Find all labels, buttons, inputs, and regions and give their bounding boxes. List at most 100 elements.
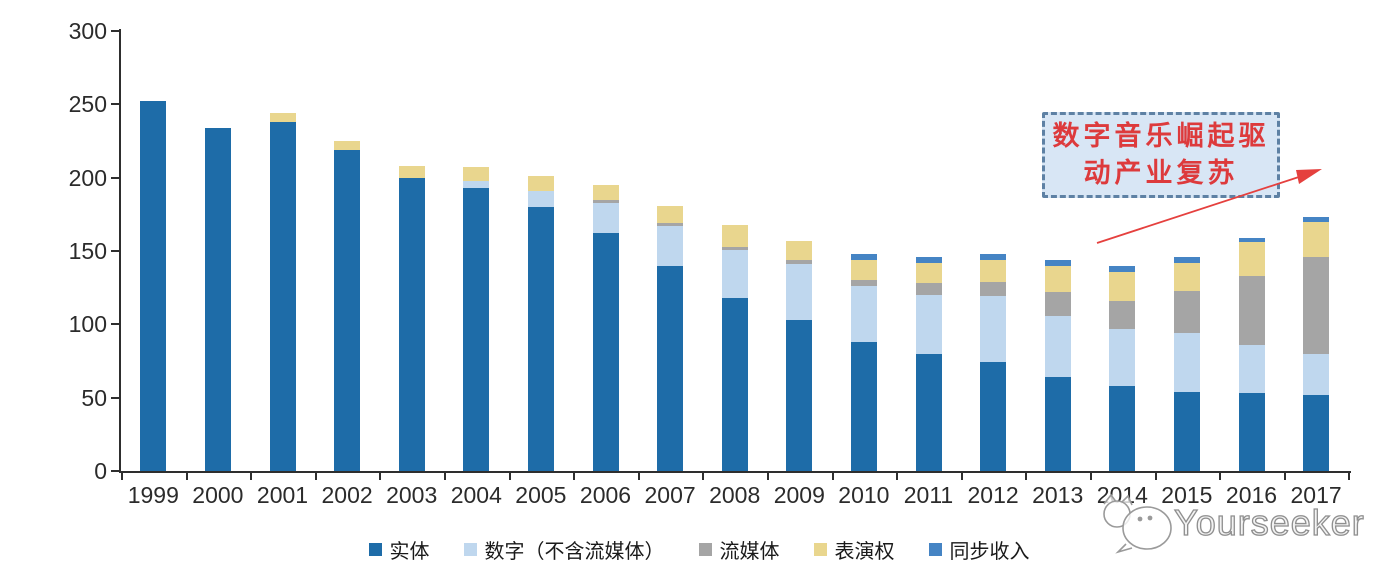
bar-segment-2003-表演权 xyxy=(398,165,425,178)
arrow-head-icon xyxy=(1296,169,1322,184)
annotation-box: 数字音乐崛起驱 动产业复苏 xyxy=(1042,112,1280,198)
x-tick-mark xyxy=(1025,473,1028,480)
x-tick-mark xyxy=(379,473,382,480)
bar-segment-2007-表演权 xyxy=(657,205,684,224)
x-tick-mark xyxy=(1283,473,1286,480)
legend-swatch-icon xyxy=(368,543,382,556)
bar-segment-2008-实体 xyxy=(721,297,748,471)
bar-segment-2014-实体 xyxy=(1109,385,1136,471)
x-tick-mark xyxy=(185,473,188,480)
bar-segment-2017-流媒体 xyxy=(1303,256,1330,354)
bar-segment-2001-实体 xyxy=(269,121,296,471)
bar-segment-2011-数字（不含流媒体） xyxy=(915,295,942,354)
bar-segment-2013-表演权 xyxy=(1044,265,1071,293)
x-axis-label-2009: 2009 xyxy=(773,482,825,508)
bar-segment-2010-实体 xyxy=(850,341,877,471)
x-axis-label-2001: 2001 xyxy=(256,482,309,508)
y-axis-tick-label: 50 xyxy=(81,384,107,411)
legend-label: 表演权 xyxy=(834,541,895,563)
x-tick-mark xyxy=(121,473,123,480)
x-axis-label-1999: 1999 xyxy=(127,482,179,508)
bar-segment-2000-实体 xyxy=(204,127,231,471)
bar-segment-2015-同步收入 xyxy=(1173,256,1200,263)
legend-swatch-icon xyxy=(463,543,477,556)
bar-segment-2005-表演权 xyxy=(527,176,554,191)
x-axis-label-2015: 2015 xyxy=(1161,482,1213,508)
bar-segment-2006-流媒体 xyxy=(592,199,619,203)
bar-segment-2016-数字（不含流媒体） xyxy=(1238,344,1265,394)
bar-segment-2008-表演权 xyxy=(721,224,748,247)
x-axis-line xyxy=(119,471,1352,473)
bar-segment-2011-实体 xyxy=(915,353,942,471)
bar-segment-2009-数字（不含流媒体） xyxy=(786,264,813,320)
bar-segment-2006-实体 xyxy=(592,233,619,471)
y-axis-tick-label: 300 xyxy=(68,18,107,44)
bar-segment-2013-实体 xyxy=(1044,377,1071,471)
bar-segment-2012-实体 xyxy=(980,362,1007,471)
y-axis-tick-label: 0 xyxy=(94,458,107,484)
x-axis-label-2003: 2003 xyxy=(386,482,438,508)
y-axis-tick-label: 200 xyxy=(68,164,107,191)
bar-segment-2009-流媒体 xyxy=(786,259,813,265)
bar-segment-1999-实体 xyxy=(140,101,167,471)
cat-face-logo-icon xyxy=(1103,493,1172,554)
legend-label: 数字（不含流媒体） xyxy=(484,541,665,563)
bar-segment-2016-表演权 xyxy=(1238,242,1265,276)
bar-segment-2016-流媒体 xyxy=(1238,275,1265,345)
bar-segment-2016-同步收入 xyxy=(1238,237,1265,243)
bar-segment-2005-数字（不含流媒体） xyxy=(527,190,554,207)
bar-segment-2017-数字（不含流媒体） xyxy=(1303,353,1330,395)
x-tick-mark xyxy=(508,473,511,480)
legend-label: 实体 xyxy=(389,541,430,563)
x-axis-label-2005: 2005 xyxy=(515,482,567,508)
annotation-line-2: 动产业复苏 xyxy=(1083,158,1239,188)
x-axis-label-2016: 2016 xyxy=(1225,482,1278,508)
y-tick-mark xyxy=(111,30,119,32)
legend-label: 同步收入 xyxy=(949,541,1030,563)
y-tick-mark xyxy=(111,103,119,106)
bar-segment-2015-流媒体 xyxy=(1173,290,1200,334)
bar-segment-2011-流媒体 xyxy=(915,283,942,295)
bar-segment-2008-数字（不含流媒体） xyxy=(721,249,748,298)
legend-swatch-icon xyxy=(813,543,827,556)
x-axis-label-2017: 2017 xyxy=(1290,482,1342,508)
legend-swatch-icon xyxy=(698,543,712,556)
x-tick-mark xyxy=(1348,473,1351,480)
legend-item-表演权: 表演权 xyxy=(813,535,895,564)
y-tick-mark xyxy=(111,176,119,179)
bar-segment-2006-数字（不含流媒体） xyxy=(592,202,619,234)
bar-segment-2014-数字（不含流媒体） xyxy=(1109,328,1136,386)
y-tick-mark xyxy=(111,323,119,326)
y-axis-tick-label: 250 xyxy=(68,91,107,118)
bar-segment-2007-数字（不含流媒体） xyxy=(657,226,684,266)
x-axis-label-2013: 2013 xyxy=(1032,482,1084,508)
bar-segment-2009-表演权 xyxy=(786,240,813,260)
bar-segment-2015-实体 xyxy=(1173,391,1200,471)
bar-segment-2004-实体 xyxy=(463,187,490,471)
chart-legend: 实体 数字（不含流媒体） 流媒体 表演权 同步收入 xyxy=(0,535,1398,564)
y-axis-tick-label: 150 xyxy=(68,238,107,264)
bar-segment-2013-流媒体 xyxy=(1044,292,1071,316)
x-axis-label-2006: 2006 xyxy=(579,482,632,508)
bar-segment-2004-表演权 xyxy=(463,167,490,181)
x-tick-mark xyxy=(1219,473,1222,480)
y-tick-mark xyxy=(111,250,119,252)
bar-segment-2009-实体 xyxy=(786,319,813,471)
x-tick-mark xyxy=(1154,473,1157,480)
y-tick-mark xyxy=(111,396,119,399)
bar-segment-2017-实体 xyxy=(1303,394,1330,471)
bar-segment-2006-表演权 xyxy=(592,185,619,200)
x-axis-label-2010: 2010 xyxy=(838,482,890,508)
bar-segment-2007-实体 xyxy=(657,265,684,471)
bar-segment-2014-同步收入 xyxy=(1109,265,1136,272)
x-axis-label-2002: 2002 xyxy=(321,482,373,508)
legend-item-数字（不含流媒体）: 数字（不含流媒体） xyxy=(463,535,665,564)
y-axis-line xyxy=(119,29,121,473)
bar-segment-2012-流媒体 xyxy=(980,281,1007,297)
x-tick-mark xyxy=(896,473,899,480)
watermark: Yourseeker xyxy=(1090,492,1390,562)
x-tick-mark xyxy=(767,473,769,480)
bar-segment-2015-数字（不含流媒体） xyxy=(1173,333,1200,392)
y-tick-mark xyxy=(111,470,119,472)
